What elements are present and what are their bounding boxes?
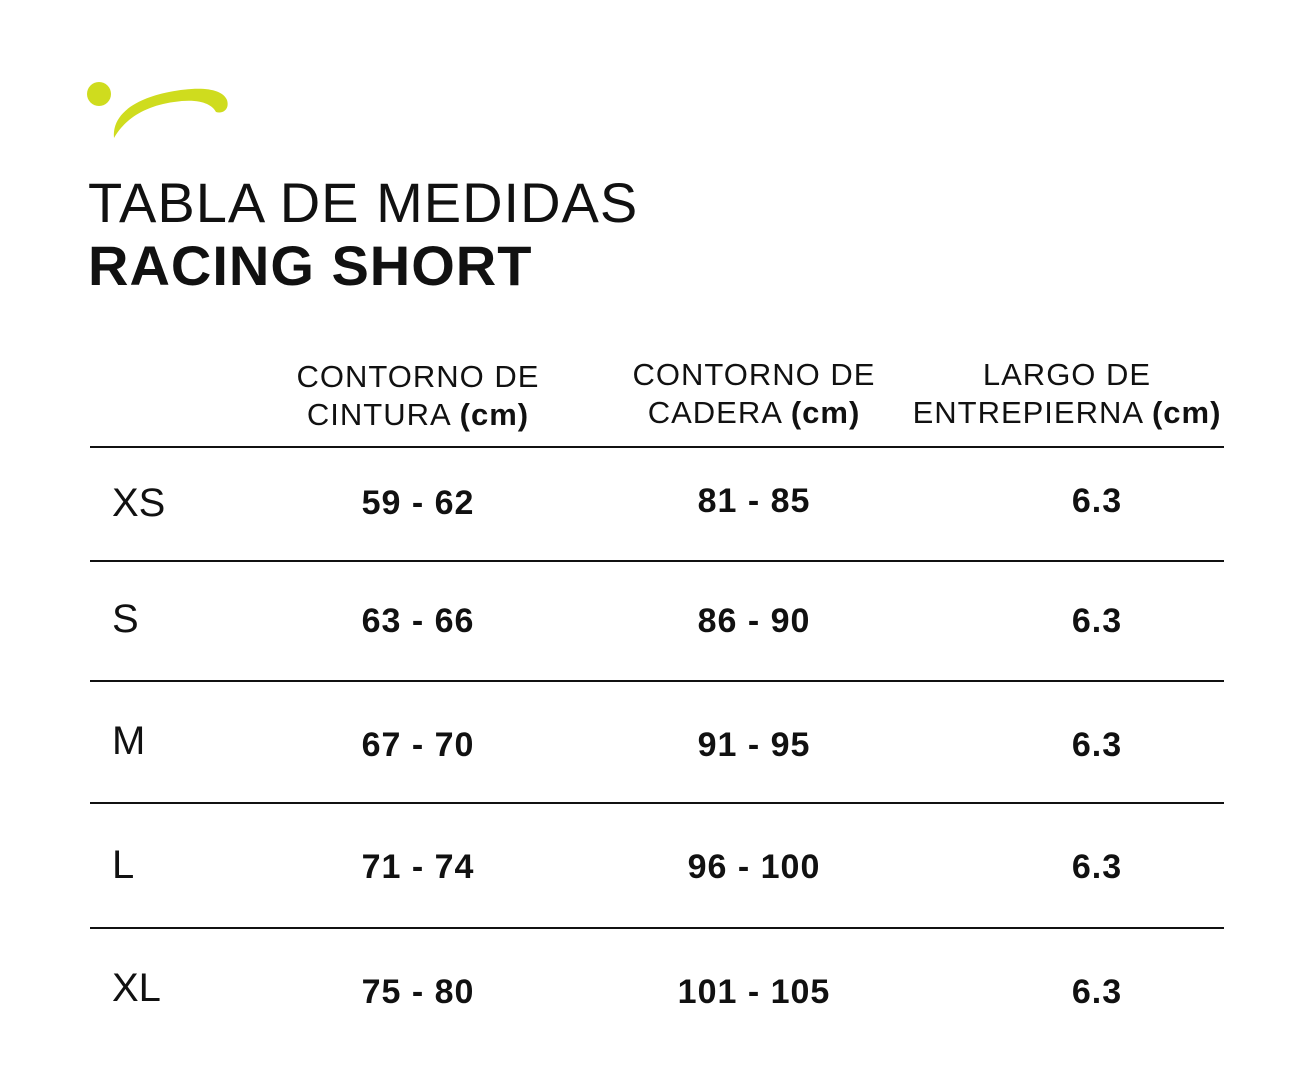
table-row: L 71 - 74 96 - 100 6.3 bbox=[90, 804, 1224, 929]
column-header-text: CINTURA bbox=[306, 397, 450, 432]
inseam-value: 6.3 bbox=[1071, 602, 1123, 640]
waist-value: 59 - 62 bbox=[361, 484, 475, 522]
column-header-line: LARGO DE bbox=[982, 357, 1152, 392]
page-title: TABLA DE MEDIDAS bbox=[88, 171, 639, 234]
size-label: XS bbox=[112, 481, 166, 525]
hip-value: 101 - 105 bbox=[677, 973, 831, 1011]
inseam-value: 6.3 bbox=[1071, 848, 1123, 886]
size-label: XL bbox=[112, 966, 161, 1010]
hip-value: 86 - 90 bbox=[697, 602, 811, 640]
column-header-line: ENTREPIERNA (cm) bbox=[910, 394, 1224, 432]
hip-value: 81 - 85 bbox=[697, 482, 811, 520]
column-header-text: CADERA bbox=[647, 395, 782, 430]
size-label: M bbox=[112, 719, 146, 763]
table-row: XL 75 - 80 101 - 105 6.3 bbox=[90, 929, 1224, 1039]
table-header-row: CONTORNO DE CINTURA (cm) CONTORNO DE CAD… bbox=[90, 350, 1224, 448]
table-row: S 63 - 66 86 - 90 6.3 bbox=[90, 562, 1224, 682]
hip-value: 91 - 95 bbox=[697, 726, 811, 764]
title-block: TABLA DE MEDIDAS RACING SHORT bbox=[88, 172, 638, 298]
column-header-line: CADERA (cm) bbox=[586, 394, 922, 432]
column-header-unit: (cm) bbox=[459, 397, 530, 432]
inseam-value: 6.3 bbox=[1071, 973, 1123, 1011]
table-row: M 67 - 70 91 - 95 6.3 bbox=[90, 682, 1224, 804]
hip-value: 96 - 100 bbox=[687, 848, 821, 886]
column-header-line: CINTURA (cm) bbox=[250, 396, 586, 434]
column-header-hip: CONTORNO DE CADERA (cm) bbox=[586, 356, 922, 432]
waist-value: 67 - 70 bbox=[361, 726, 475, 764]
waist-value: 75 - 80 bbox=[361, 973, 475, 1011]
column-header-line: CONTORNO DE bbox=[632, 357, 876, 392]
product-name: RACING SHORT bbox=[88, 234, 533, 297]
waist-value: 63 - 66 bbox=[361, 602, 475, 640]
waist-value: 71 - 74 bbox=[361, 848, 475, 886]
column-header-unit: (cm) bbox=[790, 395, 861, 430]
inseam-value: 6.3 bbox=[1071, 726, 1123, 764]
brand-logo-icon bbox=[87, 82, 228, 138]
table-row: XS 59 - 62 81 - 85 6.3 bbox=[90, 448, 1224, 562]
column-header-inseam: LARGO DE ENTREPIERNA (cm) bbox=[910, 356, 1224, 432]
logo-dot bbox=[87, 82, 111, 106]
inseam-value: 6.3 bbox=[1071, 482, 1123, 520]
size-label: L bbox=[112, 843, 135, 887]
column-header-unit: (cm) bbox=[1151, 395, 1222, 430]
logo-swoosh bbox=[113, 88, 228, 138]
column-header-text: ENTREPIERNA bbox=[912, 395, 1143, 430]
column-header-line: CONTORNO DE bbox=[296, 359, 540, 394]
column-header-waist: CONTORNO DE CINTURA (cm) bbox=[250, 358, 586, 434]
size-table: CONTORNO DE CINTURA (cm) CONTORNO DE CAD… bbox=[90, 350, 1224, 1039]
size-label: S bbox=[112, 597, 139, 641]
